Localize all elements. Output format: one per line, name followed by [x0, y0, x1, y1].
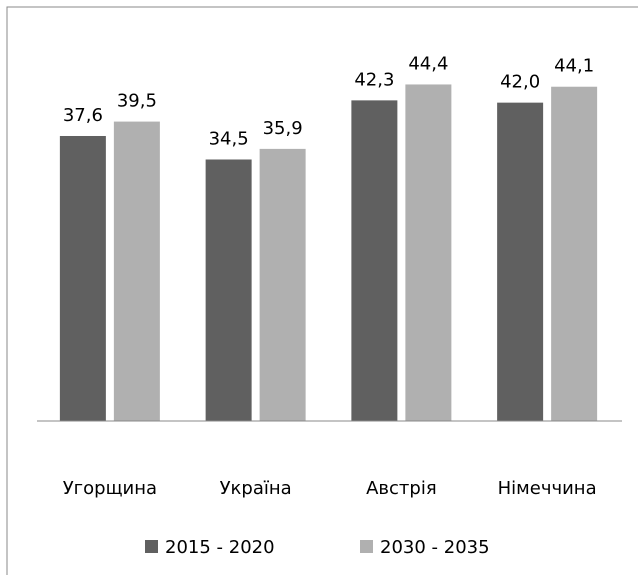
data-label: 39,5	[117, 91, 157, 112]
legend-label: 2015 - 2020	[165, 537, 275, 558]
legend-label: 2030 - 2035	[380, 537, 490, 558]
data-label: 44,1	[554, 56, 594, 77]
bar	[205, 159, 252, 422]
bar	[259, 148, 306, 422]
bar	[405, 84, 452, 421]
bar	[113, 121, 160, 421]
data-label: 42,0	[500, 72, 540, 93]
legend-swatch	[360, 540, 373, 553]
x-tick-label: Австрія	[366, 478, 437, 499]
data-label: 37,6	[63, 105, 103, 126]
data-label: 44,4	[408, 53, 448, 74]
data-label: 42,3	[354, 69, 394, 90]
x-tick-label: Німеччина	[498, 478, 597, 499]
legend-swatch	[145, 540, 158, 553]
bar	[351, 100, 398, 421]
data-label: 35,9	[263, 118, 303, 139]
bar	[551, 86, 598, 422]
x-tick-label: Україна	[220, 478, 292, 499]
data-label: 34,5	[209, 128, 249, 149]
bar	[59, 135, 106, 421]
bar	[497, 102, 544, 421]
x-tick-label: Угорщина	[63, 478, 157, 499]
